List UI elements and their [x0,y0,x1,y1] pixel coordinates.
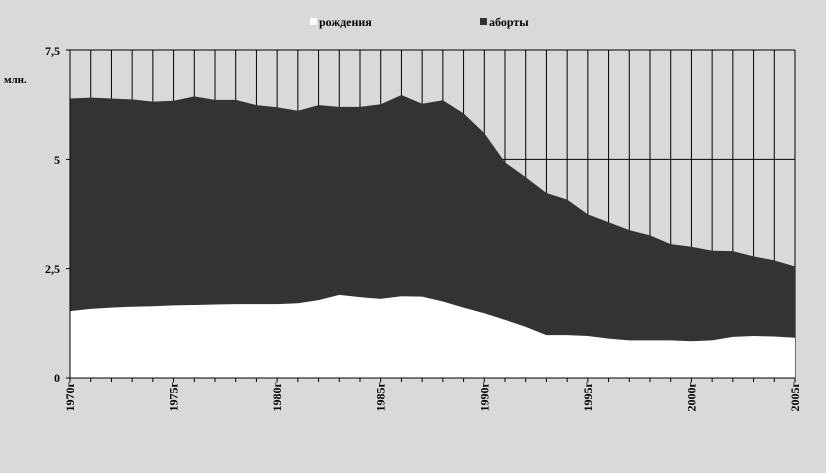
x-tick-label: 1995г [581,381,595,411]
x-tick-label: 1990г [477,381,491,411]
legend: рождения аборты [310,15,529,29]
legend-swatch-births [310,18,317,25]
x-tick-label: 1970г [63,381,77,411]
plot-area [66,49,796,379]
legend-swatch-abortions [480,18,487,25]
x-tick-label: 1980г [270,381,284,411]
x-tick-label: 2000г [684,381,698,411]
area-births [70,294,795,378]
x-tick-label: 2005г [788,381,802,411]
x-axis-ticks: 1970г 1975г 1980г 1985г 1990г 1995г 2000г 2005г [63,378,802,411]
legend-label-births: рождения [319,15,372,29]
x-tick-label: 1975г [167,381,181,411]
y-tick-label: 0 [54,371,60,385]
y-tick-label: 7,5 [45,44,60,58]
y-tick-label: 5 [54,153,60,167]
y-tick-label: 2,5 [45,262,60,276]
y-axis-unit-label: млн. [4,74,27,86]
x-tick-label: 1985г [374,381,388,411]
legend-label-abortions: аборты [489,15,529,29]
